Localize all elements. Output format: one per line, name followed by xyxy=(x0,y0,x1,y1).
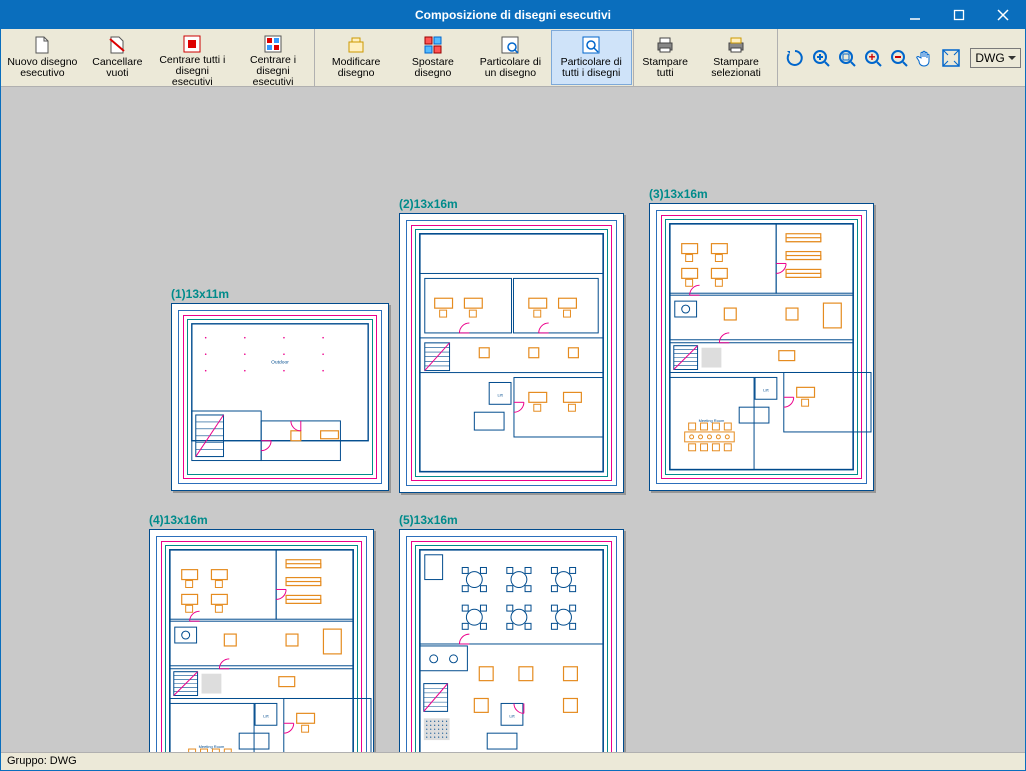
btn-label: Stampare tutti xyxy=(640,57,691,79)
zoom-window-icon[interactable] xyxy=(836,47,858,69)
sheet-title: (1)13x11m xyxy=(171,287,389,301)
fullscreen-icon[interactable] xyxy=(940,47,962,69)
detail-all-icon xyxy=(581,35,601,55)
sheet[interactable]: (1)13x11m Outdoor xyxy=(171,287,389,491)
detail-one-button[interactable]: Particolare di un disegno xyxy=(470,30,551,85)
svg-text:+: + xyxy=(869,50,876,64)
btn-label: Modificare disegno xyxy=(321,57,390,79)
sheet[interactable]: (5)13x16m Lift xyxy=(399,513,624,752)
move-drawing-button[interactable]: Spostare disegno xyxy=(396,30,470,85)
svg-text:Meeting Room: Meeting Room xyxy=(199,744,225,749)
btn-label: Spostare disegno xyxy=(401,57,465,79)
center-all-icon xyxy=(182,35,202,53)
center-all-button[interactable]: Centrare tutti i disegni esecutivi xyxy=(152,30,233,85)
sheet-title: (5)13x16m xyxy=(399,513,624,527)
sheet-title: (4)13x16m xyxy=(149,513,374,527)
btn-label: Nuovo disegno esecutivo xyxy=(7,57,78,79)
format-dropdown[interactable]: DWG xyxy=(970,48,1021,68)
sheet[interactable]: (4)13x16m Lift Meeting Room xyxy=(149,513,374,752)
zoom-fit-icon[interactable] xyxy=(810,47,832,69)
delete-icon xyxy=(107,35,127,55)
sheet-title: (2)13x16m xyxy=(399,197,624,211)
modify-icon xyxy=(346,35,366,55)
statusbar: Gruppo: DWG xyxy=(1,752,1025,770)
modify-drawing-button[interactable]: Modificare disegno xyxy=(316,30,395,85)
workspace[interactable]: (1)13x11m Outdoor (2)13x16m Lift (3)13x1… xyxy=(1,87,1025,752)
btn-label: Centrare tutti i disegni esecutivi xyxy=(157,55,228,88)
btn-label: Particolare di un disegno xyxy=(475,57,546,79)
status-text: Gruppo: DWG xyxy=(7,755,77,767)
toolbar-group-edit: Modificare disegno Spostare disegno Part… xyxy=(315,29,633,86)
close-button[interactable] xyxy=(981,1,1025,29)
titlebar: Composizione di disegni esecutivi xyxy=(1,1,1025,29)
new-file-icon xyxy=(32,35,52,55)
detail-all-button[interactable]: Particolare di tutti i disegni xyxy=(551,30,632,85)
svg-text:Outdoor: Outdoor xyxy=(271,359,289,365)
pan-icon[interactable] xyxy=(914,47,936,69)
svg-text:Lift: Lift xyxy=(263,713,269,718)
svg-text:Meeting Room: Meeting Room xyxy=(699,418,725,423)
zoom-out-icon[interactable] xyxy=(888,47,910,69)
window-title: Composizione di disegni esecutivi xyxy=(415,8,611,22)
svg-text:Lift: Lift xyxy=(763,387,769,392)
window-controls xyxy=(893,1,1025,29)
new-drawing-button[interactable]: Nuovo disegno esecutivo xyxy=(2,30,83,85)
delete-empty-button[interactable]: Cancellare vuoti xyxy=(83,30,152,85)
sheet-frame: Lift Meeting Room xyxy=(649,203,874,491)
zoom-in-icon[interactable]: + xyxy=(862,47,884,69)
toolbar-group-file: Nuovo disegno esecutivo Cancellare vuoti… xyxy=(1,29,315,86)
print-sel-icon xyxy=(726,35,746,55)
sheet[interactable]: (2)13x16m Lift xyxy=(399,197,624,493)
app-window: Composizione di disegni esecutivi Nuovo … xyxy=(0,0,1026,771)
print-all-icon xyxy=(655,35,675,55)
svg-text:Lift: Lift xyxy=(509,713,515,718)
dropdown-value: DWG xyxy=(975,51,1004,65)
btn-label: Stampare selezionati xyxy=(701,57,772,79)
move-icon xyxy=(423,35,443,55)
print-all-button[interactable]: Stampare tutti xyxy=(635,30,696,85)
svg-text:Lift: Lift xyxy=(497,392,503,397)
sheet-frame: Lift Meeting Room xyxy=(149,529,374,752)
btn-label: Particolare di tutti i disegni xyxy=(556,57,627,79)
sheet-frame: Lift xyxy=(399,529,624,752)
toolbar-group-nav: + DWG xyxy=(778,29,1025,86)
minimize-button[interactable] xyxy=(893,1,937,29)
center-selected-button[interactable]: Centrare i disegni esecutivi selezionati xyxy=(233,30,314,85)
btn-label: Cancellare vuoti xyxy=(88,57,147,79)
toolbar: Nuovo disegno esecutivo Cancellare vuoti… xyxy=(1,29,1025,87)
center-sel-icon xyxy=(263,35,283,53)
print-selected-button[interactable]: Stampare selezionati xyxy=(696,30,777,85)
rotate-left-icon[interactable] xyxy=(784,47,806,69)
sheet-frame: Lift xyxy=(399,213,624,493)
sheet-frame: Outdoor xyxy=(171,303,389,491)
sheet[interactable]: (3)13x16m Lift Meeting Room xyxy=(649,187,874,491)
sheet-title: (3)13x16m xyxy=(649,187,874,201)
maximize-button[interactable] xyxy=(937,1,981,29)
detail-one-icon xyxy=(500,35,520,55)
toolbar-group-print: Stampare tutti Stampare selezionati xyxy=(634,29,779,86)
